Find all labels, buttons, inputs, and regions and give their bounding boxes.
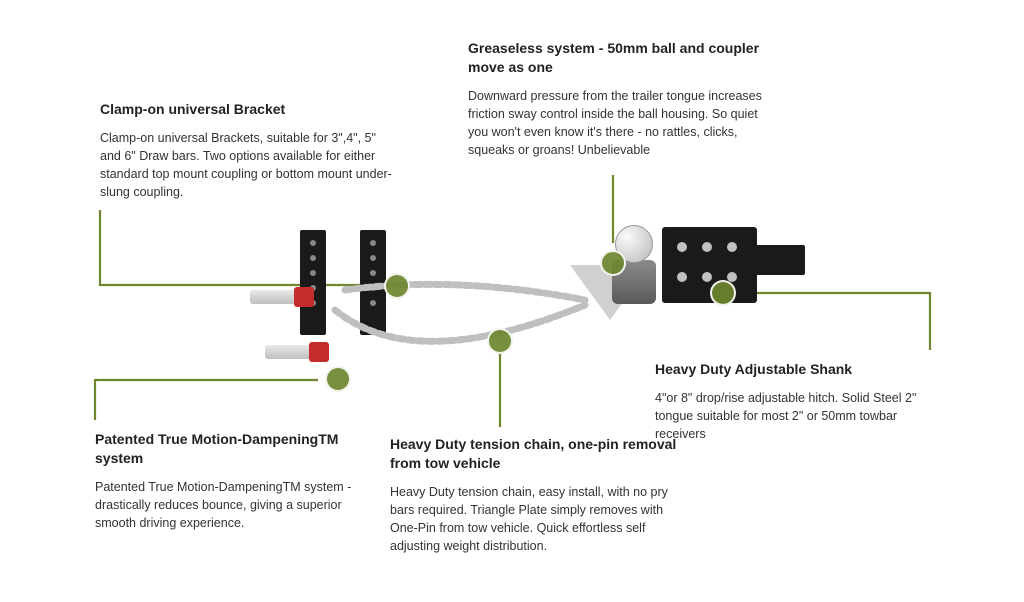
receiver-tube	[750, 245, 805, 275]
callout-bracket-title: Clamp-on universal Bracket	[100, 100, 400, 119]
callout-chain: Heavy Duty tension chain, one-pin remova…	[390, 435, 680, 555]
callout-chain-title: Heavy Duty tension chain, one-pin remova…	[390, 435, 680, 473]
dot-bracket	[384, 273, 410, 299]
pin-lower	[265, 345, 313, 359]
dot-greaseless	[600, 250, 626, 276]
callout-shank-body: 4"or 8" drop/rise adjustable hitch. Soli…	[655, 389, 945, 443]
callout-chain-body: Heavy Duty tension chain, easy install, …	[390, 483, 680, 556]
callout-shank: Heavy Duty Adjustable Shank 4"or 8" drop…	[655, 360, 945, 443]
callout-greaseless-title: Greaseless system - 50mm ball and couple…	[468, 39, 778, 77]
callout-greaseless: Greaseless system - 50mm ball and couple…	[468, 39, 778, 159]
callout-dampening: Patented True Motion-DampeningTM system …	[95, 430, 375, 532]
callout-shank-title: Heavy Duty Adjustable Shank	[655, 360, 945, 379]
dot-shank	[710, 280, 736, 306]
bracket-left	[300, 230, 326, 335]
callout-dampening-body: Patented True Motion-DampeningTM system …	[95, 478, 375, 532]
callout-bracket: Clamp-on universal Bracket Clamp-on univ…	[100, 100, 400, 201]
callout-dampening-title: Patented True Motion-DampeningTM system	[95, 430, 375, 468]
dot-dampening	[325, 366, 351, 392]
callout-bracket-body: Clamp-on universal Brackets, suitable fo…	[100, 129, 400, 202]
callout-greaseless-body: Downward pressure from the trailer tongu…	[468, 87, 778, 160]
pin-upper	[250, 290, 298, 304]
dot-chain	[487, 328, 513, 354]
